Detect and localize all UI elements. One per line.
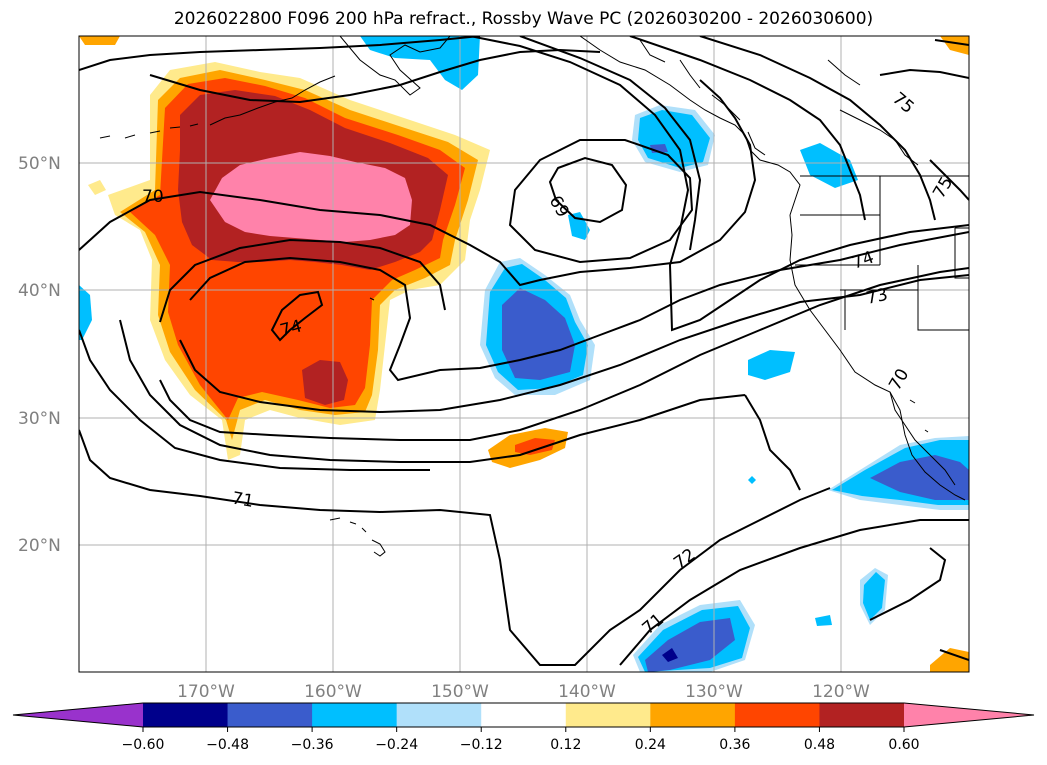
colorbar-tick-label: 0.12 [550, 737, 581, 753]
map-area: 70 69 74 73 75 75 74 71 72 71 70 [79, 36, 969, 672]
colorbar-segment [819, 703, 905, 727]
colorbar-tick-label: −0.12 [460, 737, 503, 753]
latitude-labels: 50°N 40°N 30°N 20°N [18, 154, 61, 556]
lon-label-140w: 140°W [558, 682, 616, 702]
map-title: 2026022800 F096 200 hPa refract., Rossby… [173, 9, 874, 29]
contour-label: 73 [864, 285, 889, 309]
colorbar-segment [227, 703, 313, 727]
lon-label-170w: 170°W [177, 682, 235, 702]
map-frame [78, 35, 970, 673]
contour-label: 70 [142, 187, 164, 207]
colorbar-segment [396, 703, 482, 727]
colorbar-tick-label: −0.24 [375, 737, 418, 753]
longitude-labels: 170°W 160°W 150°W 140°W 130°W 120°W [177, 682, 870, 702]
lat-label-40n: 40°N [18, 281, 61, 301]
lat-label-20n: 20°N [18, 536, 61, 556]
colorbar-tick-label: 0.24 [635, 737, 666, 753]
colorbar-segment [481, 703, 567, 727]
colorbar-segment [143, 703, 229, 727]
lat-label-50n: 50°N [18, 154, 61, 174]
lon-label-160w: 160°W [304, 682, 362, 702]
negative-anomaly-fill [79, 36, 969, 672]
colorbar-tick-label: −0.48 [206, 737, 249, 753]
colorbar-tick-label: 0.60 [888, 737, 919, 753]
colorbar-outline [12, 702, 1035, 728]
colorbar-segment [312, 703, 398, 727]
colorbar-extend-low [13, 703, 143, 727]
lon-label-120w: 120°W [812, 682, 870, 702]
colorbar-tick-label: 0.36 [719, 737, 750, 753]
colorbar-segment [565, 703, 651, 727]
colorbar-tick-label: −0.36 [291, 737, 334, 753]
graticule [79, 36, 969, 672]
colorbar-segment [650, 703, 736, 727]
colorbar-extend-high [904, 703, 1034, 727]
colorbar-tick-label: −0.60 [122, 737, 165, 753]
colorbar-segment [734, 703, 820, 727]
colorbar-tick-label: 0.48 [804, 737, 835, 753]
lon-label-150w: 150°W [431, 682, 489, 702]
lon-label-130w: 130°W [685, 682, 743, 702]
contour-label: 71 [230, 488, 255, 511]
contour-lines [79, 36, 969, 666]
colorbar: −0.60 −0.48 −0.36 −0.24 −0.12 0.12 0.24 0.36 0.4… [12, 702, 1035, 753]
lat-label-30n: 30°N [18, 409, 61, 429]
